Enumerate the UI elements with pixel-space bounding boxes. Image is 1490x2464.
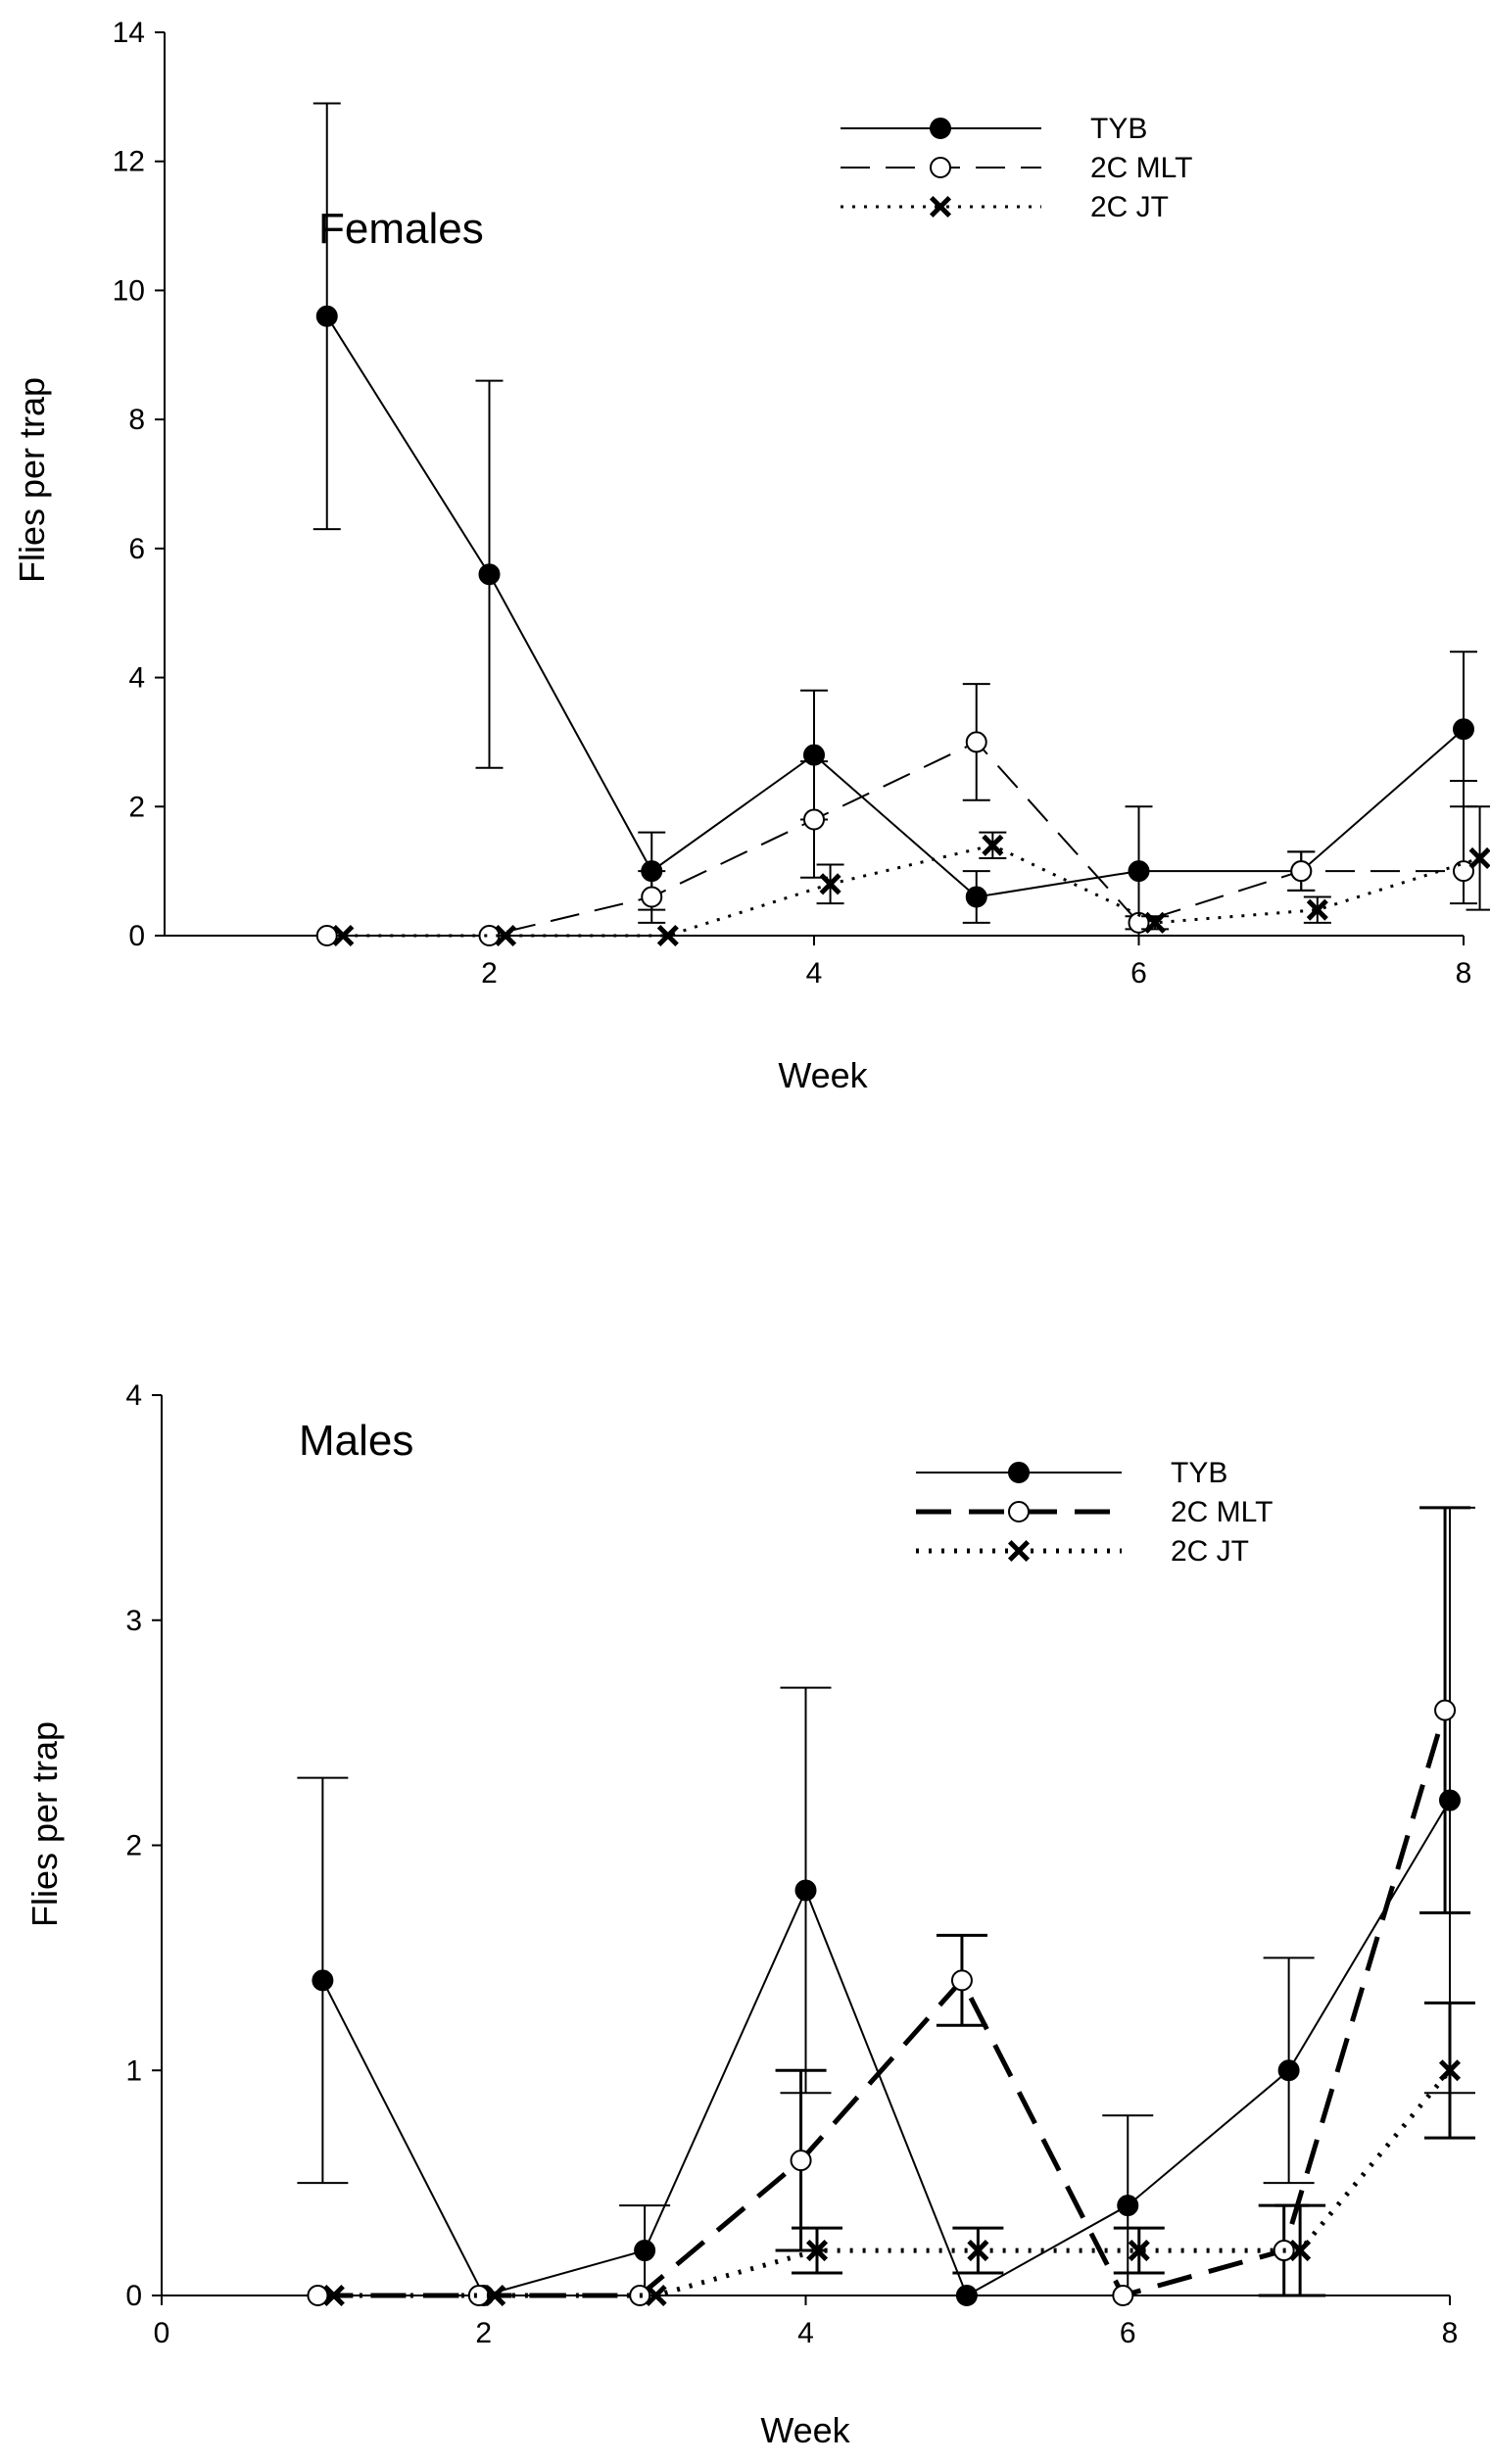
series-2c-mlt (307, 1506, 1471, 2306)
x-tick-label: 6 (1120, 2317, 1136, 2349)
y-tick-label: 1 (125, 2054, 142, 2087)
data-point-2c-mlt (1112, 2285, 1134, 2306)
data-point-2c-jt (1289, 2240, 1312, 2262)
series-line-2c-jt (343, 844, 1481, 938)
data-point-tyb (965, 886, 987, 908)
data-point-tyb (1128, 860, 1150, 883)
data-point-tyb (794, 1879, 817, 1902)
y-tick-label: 8 (128, 404, 145, 436)
series-2c-mlt (315, 683, 1477, 946)
legend-males: TYB 2C MLT 2C JT (916, 1457, 1273, 1568)
data-point-2c-jt (1468, 846, 1490, 870)
y-tick-label: 12 (113, 146, 145, 178)
females-panel: Females Week Flies per trap TYB 2C MLT 2… (12, 17, 1490, 1095)
legend-marker-2c-mlt (1008, 1501, 1030, 1522)
x-tick-label: 6 (1130, 957, 1147, 990)
legend-label-tyb: TYB (1171, 1457, 1227, 1489)
legend-label-tyb: TYB (1090, 113, 1147, 145)
x-tick-label: 4 (806, 957, 823, 990)
y-tick-label: 2 (128, 791, 145, 823)
x-tick-label: 4 (797, 2317, 814, 2349)
data-point-tyb (1453, 718, 1474, 741)
data-point-tyb (478, 563, 501, 586)
data-point-2c-mlt (478, 925, 501, 946)
data-point-2c-mlt (790, 2150, 812, 2172)
data-point-2c-jt (484, 2284, 506, 2307)
data-point-2c-jt (332, 924, 355, 947)
legend-marker-tyb (930, 118, 951, 139)
data-point-2c-jt (819, 873, 841, 895)
data-point-tyb (1117, 2195, 1139, 2217)
data-point-tyb (955, 2285, 978, 2306)
series-2c-jt (322, 2001, 1475, 2307)
y-axis-title-males: Flies per trap (24, 1721, 65, 1927)
data-point-2c-jt (1438, 2059, 1462, 2082)
data-point-tyb (1439, 1789, 1461, 1812)
data-point-tyb (1277, 2059, 1300, 2082)
data-point-2c-mlt (803, 808, 825, 831)
y-tick-label: 2 (125, 1830, 142, 1862)
series-tyb (312, 102, 1477, 937)
data-point-2c-jt (645, 2284, 667, 2307)
panel-title-males: Males (299, 1417, 413, 1465)
legend-label-2c-mlt: 2C MLT (1171, 1496, 1273, 1528)
y-tick-label: 3 (125, 1605, 142, 1637)
y-tick-label: 4 (125, 1379, 142, 1412)
series-tyb (297, 1506, 1475, 2306)
y-axis-title-females: Flies per trap (12, 377, 52, 583)
data-point-2c-jt (322, 2284, 345, 2307)
males-panel: Males Week Flies per trap TYB 2C MLT 2C … (24, 1379, 1475, 2450)
panel-title-females: Females (318, 205, 484, 253)
legend-females: TYB 2C MLT 2C JT (841, 113, 1192, 223)
data-point-2c-jt (656, 924, 679, 947)
y-tick-label: 10 (113, 274, 145, 307)
data-point-2c-jt (1128, 2240, 1150, 2262)
series-2c-jt (332, 805, 1490, 947)
legend-marker-2c-jt (929, 195, 952, 218)
y-tick-label: 6 (128, 533, 145, 565)
series-line-2c-mlt (326, 741, 1464, 937)
y-tick-label: 14 (113, 17, 145, 49)
x-tick-label: 8 (1442, 2317, 1459, 2349)
data-point-2c-jt (982, 834, 1004, 856)
legend-marker-2c-mlt (930, 157, 951, 178)
data-point-2c-jt (1144, 911, 1167, 934)
y-tick-label: 4 (128, 662, 145, 695)
data-point-2c-mlt (965, 731, 987, 753)
data-point-2c-jt (1306, 898, 1328, 921)
legend-label-2c-jt: 2C JT (1171, 1535, 1249, 1568)
data-point-tyb (634, 2240, 656, 2262)
x-tick-label: 0 (154, 2317, 170, 2349)
x-tick-label: 2 (475, 2317, 492, 2349)
data-point-2c-mlt (315, 925, 338, 946)
legend-label-2c-jt: 2C JT (1090, 191, 1169, 223)
series-line-tyb (321, 1799, 1451, 2297)
y-tick-label: 0 (128, 920, 145, 952)
data-point-2c-jt (805, 2240, 829, 2262)
data-point-2c-mlt (641, 886, 663, 908)
data-point-2c-jt (495, 924, 517, 947)
data-point-tyb (312, 1969, 334, 1992)
data-point-2c-jt (967, 2240, 989, 2262)
legend-marker-2c-jt (1007, 1539, 1031, 1563)
series-line-2c-mlt (317, 1709, 1448, 2298)
data-point-2c-mlt (307, 2285, 329, 2306)
legend-marker-tyb (1008, 1462, 1030, 1483)
error-bar (1450, 779, 1477, 905)
x-axis-title-females: Week (778, 1055, 868, 1095)
data-point-2c-mlt (1290, 860, 1313, 883)
x-axis-title-males: Week (760, 2410, 850, 2450)
x-tick-label: 2 (481, 957, 498, 990)
data-point-2c-mlt (950, 1969, 973, 1992)
y-tick-label: 0 (125, 2280, 142, 2312)
legend-label-2c-mlt: 2C MLT (1090, 152, 1192, 184)
series-line-tyb (325, 315, 1465, 898)
x-tick-label: 8 (1456, 957, 1472, 990)
data-point-2c-mlt (1128, 911, 1150, 934)
data-point-tyb (315, 305, 338, 327)
data-point-2c-mlt (1434, 1699, 1457, 1721)
